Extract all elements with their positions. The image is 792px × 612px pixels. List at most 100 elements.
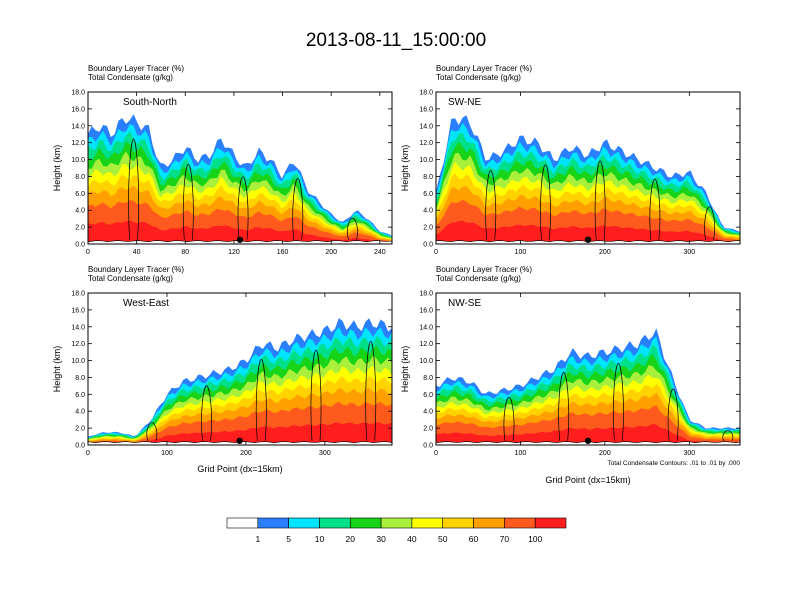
y-tick-label: 0.0 [423, 443, 433, 450]
y-tick-label: 6.0 [423, 191, 433, 198]
y-tick-label: 10.0 [419, 157, 433, 164]
plot-frame [435, 292, 741, 446]
condensate-contour [704, 206, 716, 240]
condensate-contour [649, 178, 661, 240]
condensate-contour [612, 362, 624, 441]
panel-2: 0.0 2.0 4.0 6.0 8.0 10.0 12.0 14.0 16.0 18.0 0 100 2… [400, 64, 741, 256]
colorbar: 1 5 10 20 30 40 50 60 70 100 [226, 517, 567, 544]
y-tick-label: 0.0 [75, 443, 85, 450]
y-tick-label: 6.0 [75, 392, 85, 399]
plot-frame [87, 292, 393, 446]
colorbar-label: 70 [500, 534, 510, 544]
colorbar-label: 30 [376, 534, 386, 544]
condensate-contour [146, 422, 158, 441]
x-tick-label: 200 [599, 249, 611, 256]
y-tick-label: 12.0 [419, 140, 433, 147]
y-tick-label: 4.0 [75, 208, 85, 215]
y-axis-label: Height (km) [52, 145, 62, 192]
condensate-contour [347, 217, 358, 240]
condensate-contour [292, 178, 304, 240]
tracer-field [88, 293, 392, 445]
condensate-contour [594, 160, 606, 240]
colorbar-swatch [226, 517, 259, 529]
x-tick-label: 200 [325, 249, 337, 256]
x-tick-label: 160 [277, 249, 289, 256]
colorbar-swatch [349, 517, 382, 529]
colorbar-label: 5 [286, 534, 291, 544]
condensate-contour [255, 358, 267, 441]
y-tick-label: 12.0 [419, 341, 433, 348]
region-label: West-East [123, 298, 169, 309]
colorbar-swatch [257, 517, 289, 529]
y-tick-label: 4.0 [75, 409, 85, 416]
colorbar-label: 60 [469, 534, 479, 544]
x-tick-label: 200 [240, 450, 252, 457]
condensate-contour [201, 385, 212, 441]
terrain-point-marker [236, 437, 243, 444]
colorbar-swatch [473, 517, 505, 529]
y-tick-label: 4.0 [423, 409, 433, 416]
colorbar-label: 40 [407, 534, 417, 544]
plot-frame [435, 91, 741, 245]
y-tick-label: 2.0 [423, 225, 433, 232]
x-tick-label: 300 [683, 249, 695, 256]
y-tick-label: 18.0 [71, 291, 85, 298]
colorbar-swatch [534, 517, 567, 529]
condensate-contour [310, 349, 322, 441]
condensate-contour [503, 396, 515, 441]
y-tick-label: 2.0 [75, 426, 85, 433]
y-tick-label: 18.0 [419, 291, 433, 298]
x-tick-label: 0 [434, 450, 438, 457]
tracer-band-10 [88, 220, 392, 244]
panel-title: Boundary Layer Tracer (%) [88, 265, 184, 274]
region-label: South-North [123, 97, 177, 108]
tracer-band-10 [436, 423, 740, 445]
y-axis-label: Height (km) [52, 346, 62, 393]
panel-3: 0.0 2.0 4.0 6.0 8.0 10.0 12.0 14.0 16.0 18.0 0 100 2… [52, 265, 393, 474]
y-tick-label: 14.0 [419, 123, 433, 130]
y-tick-label: 2.0 [423, 426, 433, 433]
x-axis-label: Grid Point (dx=15km) [197, 464, 282, 474]
y-tick-label: 4.0 [423, 208, 433, 215]
panel-subtitle: Total Condensate (g/kg) [88, 73, 173, 82]
terrain-point-marker [236, 236, 244, 243]
y-tick-label: 6.0 [423, 392, 433, 399]
colorbar-label: 10 [315, 534, 325, 544]
tracer-field [88, 92, 392, 244]
colorbar-swatch [442, 517, 474, 529]
y-axis-label: Height (km) [400, 346, 410, 393]
x-tick-label: 0 [86, 450, 90, 457]
y-tick-label: 0.0 [75, 242, 85, 249]
x-tick-label: 100 [515, 249, 527, 256]
tracer-field [436, 92, 740, 244]
x-tick-label: 0 [86, 249, 90, 256]
y-tick-label: 10.0 [419, 358, 433, 365]
x-tick-label: 100 [515, 450, 527, 457]
colorbar-swatch [411, 517, 444, 529]
condensate-contour [667, 388, 679, 441]
x-tick-label: 240 [374, 249, 386, 256]
panel-subtitle: Total Condensate (g/kg) [436, 73, 521, 82]
tracer-band-10 [88, 422, 392, 445]
y-tick-label: 18.0 [71, 90, 85, 97]
y-tick-label: 18.0 [419, 90, 433, 97]
colorbar-swatch [319, 517, 351, 529]
x-axis-label: Grid Point (dx=15km) [545, 475, 630, 485]
terrain-point-marker [584, 437, 592, 444]
y-tick-label: 16.0 [419, 106, 433, 113]
panel-1: 0.0 2.0 4.0 6.0 8.0 10.0 12.0 14.0 16.0 18.0 0 40 80… [52, 64, 393, 256]
y-tick-label: 10.0 [71, 358, 85, 365]
x-tick-label: 120 [228, 249, 240, 256]
y-tick-label: 16.0 [71, 106, 85, 113]
y-tick-label: 2.0 [75, 225, 85, 232]
condensate-contour [182, 163, 194, 240]
y-tick-label: 6.0 [75, 191, 85, 198]
condensate-contour [365, 340, 377, 441]
condensate-contour [558, 372, 570, 441]
y-tick-label: 14.0 [71, 324, 85, 331]
panel-title: Boundary Layer Tracer (%) [436, 64, 532, 73]
panel-title: Boundary Layer Tracer (%) [436, 265, 532, 274]
y-axis-label: Height (km) [400, 145, 410, 192]
colorbar-label: 100 [528, 534, 542, 544]
